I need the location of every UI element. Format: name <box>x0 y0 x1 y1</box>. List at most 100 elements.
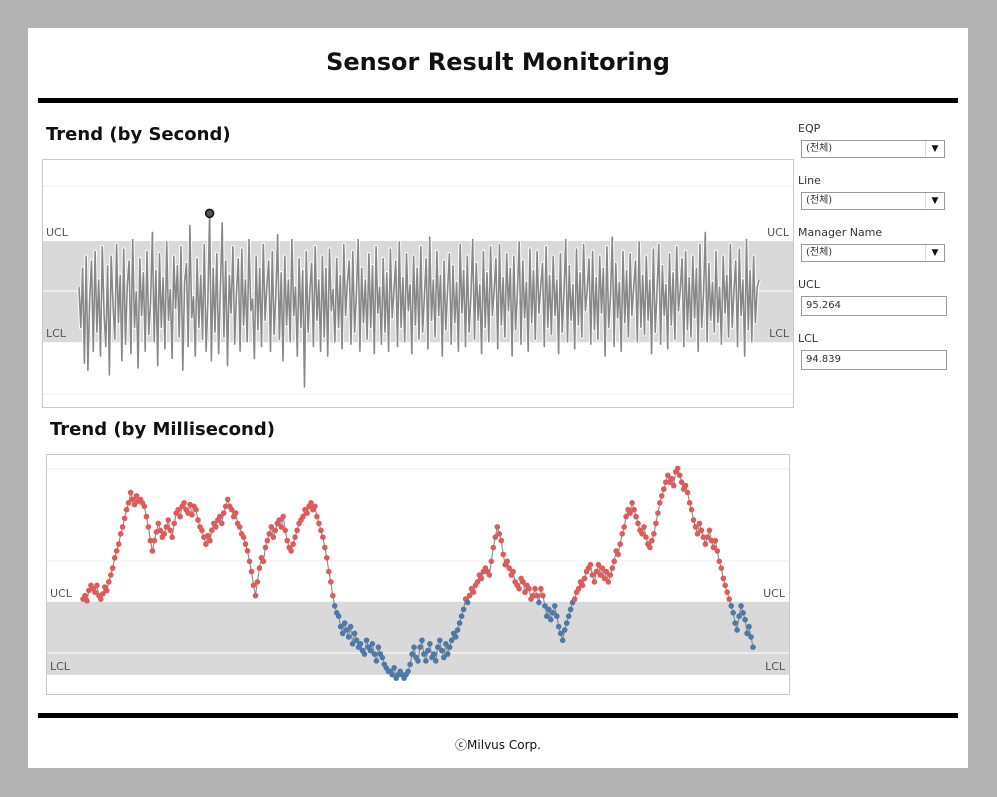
point-within-limits <box>748 634 754 640</box>
point-above-ucl <box>131 501 138 508</box>
point-above-ucl <box>109 565 116 571</box>
chevron-down-icon[interactable]: ▼ <box>925 141 944 157</box>
point-above-ucl <box>276 517 282 523</box>
point-above-ucl <box>115 541 122 547</box>
point-within-limits <box>369 641 376 647</box>
point-above-ucl <box>98 596 104 602</box>
chevron-down-icon[interactable]: ▼ <box>925 245 944 261</box>
point-above-ucl <box>82 592 88 599</box>
point-above-ucl <box>308 500 314 506</box>
point-within-limits <box>456 620 463 626</box>
trend-by-second-chart[interactable]: UCL UCL LCL LCL <box>42 159 794 408</box>
point-above-ucl <box>470 589 477 595</box>
point-within-limits <box>443 641 449 647</box>
point-within-limits <box>454 627 461 633</box>
point-within-limits <box>391 665 398 671</box>
point-within-limits <box>351 630 358 637</box>
point-within-limits <box>728 603 734 609</box>
point-above-ucl <box>119 524 126 530</box>
point-above-ucl <box>244 548 251 554</box>
point-above-ucl <box>490 544 497 551</box>
point-above-ucl <box>123 506 130 513</box>
point-above-ucl <box>668 475 675 482</box>
point-above-ucl <box>615 551 621 558</box>
line-filter-value: (전체) <box>806 195 833 206</box>
point-within-limits <box>405 668 411 675</box>
point-above-ucl <box>665 472 671 479</box>
point-above-ucl <box>651 531 657 537</box>
chevron-down-icon[interactable]: ▼ <box>925 193 944 209</box>
point-above-ucl <box>647 544 653 551</box>
point-above-ucl <box>599 565 606 571</box>
point-within-limits <box>347 623 354 630</box>
ucl-label-right: UCL <box>767 226 790 239</box>
point-above-ucl <box>617 541 623 547</box>
point-within-limits <box>738 603 744 609</box>
trend-by-millisecond-chart[interactable]: UCL UCL LCL LCL <box>46 454 790 695</box>
point-above-ucl <box>474 579 481 585</box>
point-above-ucl <box>262 544 269 551</box>
point-above-ucl <box>284 537 290 544</box>
point-above-ucl <box>698 527 705 534</box>
selected-max-point <box>204 208 215 219</box>
point-above-ucl <box>278 524 284 530</box>
point-above-ucl <box>254 579 261 585</box>
point-above-ucl <box>649 537 655 544</box>
series-line <box>78 212 760 388</box>
point-above-ucl <box>324 555 330 561</box>
point-above-ucl <box>678 479 685 485</box>
point-above-ucl <box>92 589 98 595</box>
ucl-param-input[interactable]: 95.264 <box>801 296 947 316</box>
point-within-limits <box>431 651 437 657</box>
point-above-ucl <box>607 572 614 578</box>
point-above-ucl <box>117 531 124 537</box>
point-above-ucl <box>661 486 667 492</box>
point-within-limits <box>335 613 342 619</box>
point-above-ucl <box>496 531 503 537</box>
point-within-limits <box>339 630 346 637</box>
manager-filter-dropdown[interactable]: (전체) ▼ <box>801 244 945 262</box>
ucl-label-left: UCL <box>46 226 69 239</box>
trend-by-second-svg: UCL UCL LCL LCL <box>43 185 793 395</box>
point-above-ucl <box>718 565 725 571</box>
manager-filter-value: (전체) <box>806 247 833 258</box>
point-above-ucl <box>655 510 661 516</box>
point-above-ucl <box>266 531 273 537</box>
point-above-ucl <box>175 506 181 513</box>
ucl-param-label: UCL <box>798 278 820 291</box>
point-within-limits <box>417 644 423 650</box>
point-above-ucl <box>219 520 225 527</box>
point-above-ucl <box>530 592 536 599</box>
point-within-limits <box>555 623 562 630</box>
point-above-ucl <box>250 582 257 589</box>
point-above-ucl <box>108 572 114 578</box>
line-filter-dropdown[interactable]: (전체) ▼ <box>801 192 945 210</box>
point-within-limits <box>550 610 556 616</box>
point-above-ucl <box>486 572 493 578</box>
point-within-limits <box>441 654 447 661</box>
point-above-ucl <box>526 585 532 592</box>
point-above-ucl <box>540 592 546 599</box>
point-above-ucl <box>720 575 727 582</box>
point-above-ucl <box>621 524 627 530</box>
point-within-limits <box>349 641 356 647</box>
point-above-ucl <box>94 582 100 589</box>
point-within-limits <box>567 606 574 613</box>
point-above-ucl <box>248 568 255 575</box>
point-above-ucl <box>292 534 298 540</box>
point-above-ucl <box>104 587 110 594</box>
point-above-ucl <box>236 524 243 530</box>
eqp-filter-dropdown[interactable]: (전체) ▼ <box>801 140 945 158</box>
point-within-limits <box>427 641 433 647</box>
point-above-ucl <box>141 503 148 510</box>
trend-by-millisecond-svg: UCL UCL LCL LCL <box>47 465 789 681</box>
point-within-limits <box>389 671 396 678</box>
point-within-limits <box>357 641 364 647</box>
point-above-ucl <box>676 472 683 479</box>
point-above-ucl <box>280 513 286 520</box>
point-above-ucl <box>631 506 637 513</box>
ucl-label-left: UCL <box>50 587 73 600</box>
lcl-param-input[interactable]: 94.839 <box>801 350 947 370</box>
point-above-ucl <box>330 592 336 599</box>
point-above-ucl <box>579 582 586 589</box>
